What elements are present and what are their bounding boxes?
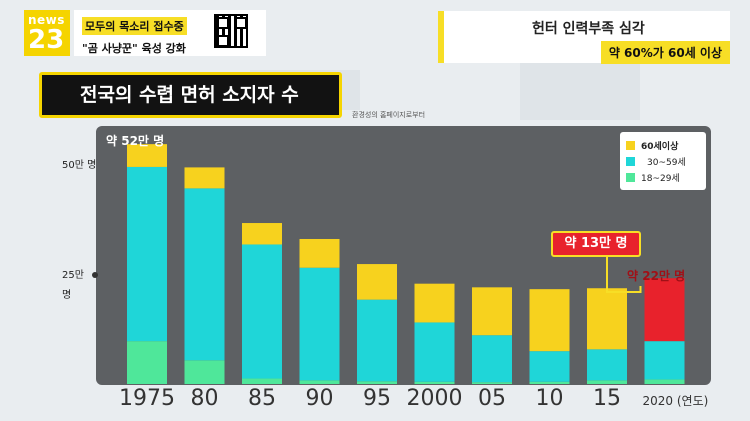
headline-title: 헌터 인력부족 심각 <box>532 21 645 37</box>
legend-label: 60세이상 <box>641 141 679 152</box>
qr-code-icon[interactable] <box>214 14 248 48</box>
x-tick-label: 85 <box>248 386 276 411</box>
logo-text-number: 23 <box>28 25 65 55</box>
bar-segment-30~59세-2000 <box>414 322 455 382</box>
bar-segment-18~29세-80 <box>184 360 225 384</box>
x-tick-label: 90 <box>305 386 334 411</box>
legend-item-60-plus: 60세이상 <box>626 137 700 153</box>
x-tick-label: 2020 (연도) <box>642 394 709 408</box>
bar-segment-30~59세-2020 <box>644 341 685 380</box>
bar-segment-60세이상-95 <box>357 264 397 300</box>
legend-item-18-29: 18~29세 <box>626 169 700 185</box>
bar-segment-60세이상-80 <box>184 167 225 189</box>
source-note: 환경성의 홈페이지로부터 <box>352 111 426 119</box>
x-tick-label: 15 <box>593 386 621 411</box>
bar-segment-18~29세-90 <box>299 380 340 384</box>
bar-segment-18~29세-10 <box>529 381 570 384</box>
headline-subtitle: 약 60%가 60세 이상 <box>600 41 730 64</box>
legend-label: 18~29세 <box>641 173 680 184</box>
legend-item-30-59: 30~59세 <box>626 153 700 169</box>
bar-segment-30~59세-85 <box>242 244 282 379</box>
x-tick-label: 1975 <box>119 386 175 411</box>
bar-segment-30~59세-05 <box>472 335 512 383</box>
bar-segment-60세이상-05 <box>472 287 512 336</box>
bar-segment-60세이상-2020 <box>644 278 685 342</box>
y-tick-label-50: 50만 명 <box>62 160 97 171</box>
x-tick-label: 10 <box>535 386 564 411</box>
ticker-line2: "곰 사냥꾼" 육성 강화 <box>82 42 186 55</box>
bar-segment-30~59세-80 <box>184 188 225 361</box>
logo-text-news: news <box>28 13 65 27</box>
bar-segment-18~29세-05 <box>472 382 512 384</box>
bar-segment-60세이상-1975 <box>127 144 167 167</box>
bar-segment-60세이상-10 <box>529 289 570 352</box>
bar-segment-30~59세-15 <box>587 349 627 381</box>
bar-segment-60세이상-90 <box>299 238 340 268</box>
x-tick-label: 2000 <box>406 386 463 411</box>
y-tick-label-25-value: 25만 <box>62 270 84 281</box>
y-tick-label-25-unit: 명 <box>62 290 72 301</box>
bar-segment-30~59세-90 <box>299 267 340 381</box>
background-block <box>520 60 640 120</box>
bar-segment-18~29세-1975 <box>127 341 167 384</box>
legend-swatch <box>626 140 635 150</box>
bar-segment-18~29세-15 <box>587 380 627 384</box>
bar-segment-18~29세-95 <box>357 381 397 384</box>
ticker-line1: 모두의 목소리 접수중 <box>82 17 187 35</box>
bar-segment-30~59세-95 <box>357 299 397 382</box>
first-bar-label: 약 52만 명 <box>106 134 165 148</box>
bar-segment-60세이상-85 <box>242 223 282 245</box>
x-tick-label: 80 <box>190 386 219 411</box>
bar-segment-60세이상-2000 <box>414 283 455 323</box>
legend-swatch <box>626 156 635 166</box>
x-tick-label: 95 <box>363 386 391 411</box>
chart-title: 전국의 수렵 면허 소지자 수 <box>39 72 342 118</box>
bar-segment-18~29세-2000 <box>414 381 455 384</box>
x-tick-label: 05 <box>478 386 506 411</box>
callout-2020: 약 22만 명 <box>627 269 686 283</box>
bar-segment-18~29세-2020 <box>644 379 685 384</box>
headline-banner: 헌터 인력부족 심각 약 60%가 60세 이상 <box>438 11 730 64</box>
bar-segment-18~29세-85 <box>242 378 282 384</box>
bar-segment-60세이상-15 <box>587 288 627 350</box>
y-tick-dot <box>91 272 98 278</box>
bar-segment-30~59세-1975 <box>127 166 167 342</box>
bar-segment-30~59세-10 <box>529 351 570 382</box>
y-tick-label-25: 25만 명 <box>62 266 98 306</box>
chart-legend: 60세이상 30~59세 18~29세 <box>620 132 706 190</box>
legend-swatch <box>626 172 635 182</box>
callout-2015: 약 13만 명 <box>551 231 641 257</box>
news-logo: news 23 <box>24 10 70 56</box>
callout-connector <box>606 257 642 293</box>
legend-label: 30~59세 <box>647 157 686 168</box>
